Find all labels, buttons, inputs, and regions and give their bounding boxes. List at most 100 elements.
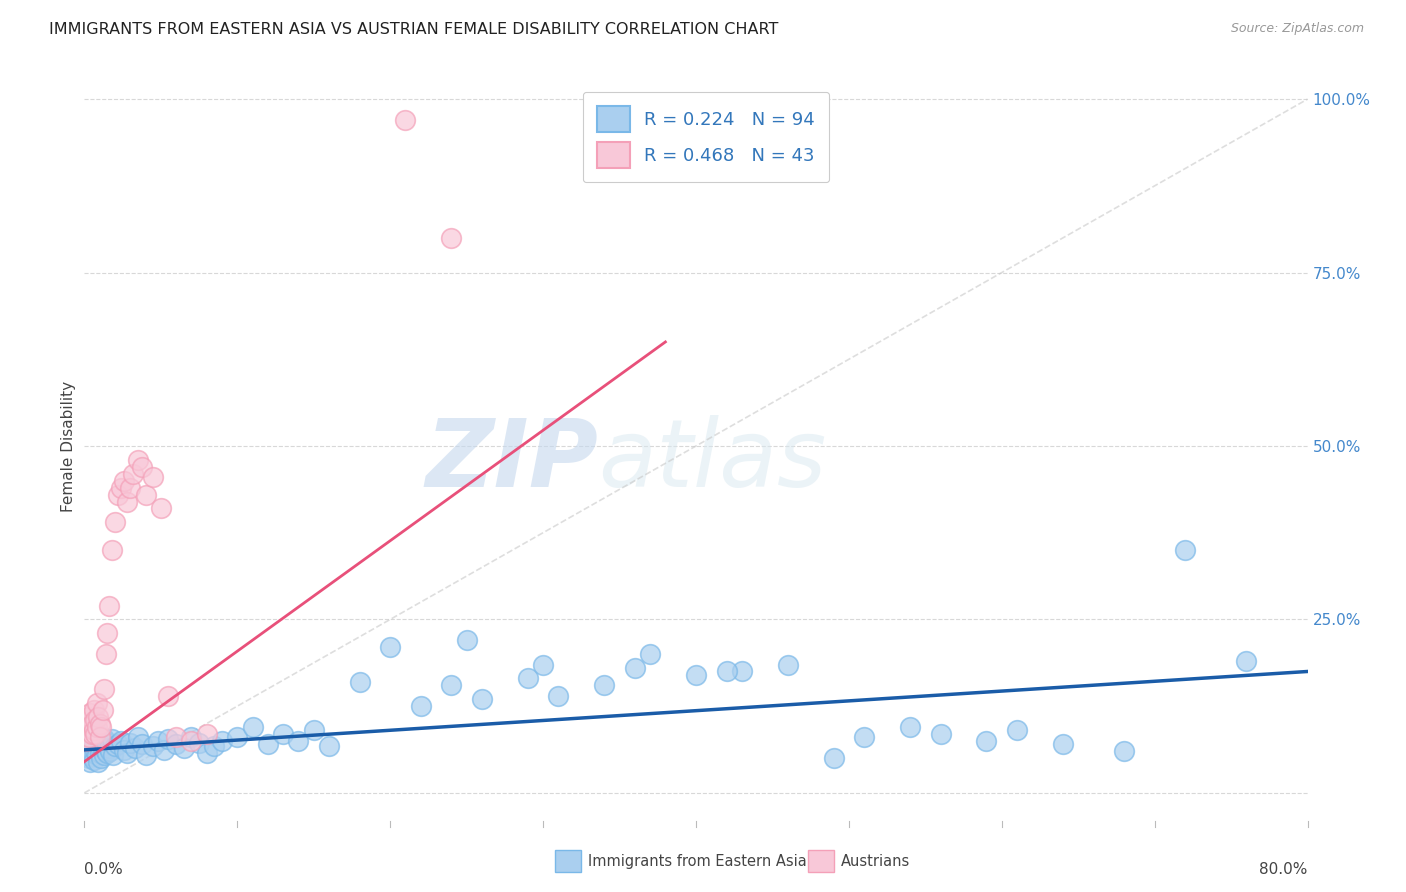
Point [83, 729, 105, 743]
Text: 0.0%: 0.0% [84, 862, 124, 877]
Point [195, 746, 218, 760]
Text: Austrians: Austrians [841, 855, 910, 869]
Point [624, 661, 647, 675]
Point [112, 743, 135, 757]
Point [1052, 737, 1074, 751]
Point [104, 739, 127, 753]
Point [86, 696, 108, 710]
Text: ZIP: ZIP [425, 415, 598, 507]
Point [287, 734, 309, 748]
Text: IMMIGRANTS FROM EASTERN ASIA VS AUSTRIAN FEMALE DISABILITY CORRELATION CHART: IMMIGRANTS FROM EASTERN ASIA VS AUSTRIAN… [49, 22, 779, 37]
Point [107, 487, 129, 501]
Point [440, 231, 463, 245]
Point [242, 720, 264, 734]
Point [76, 734, 98, 748]
Point [593, 678, 616, 692]
Point [107, 737, 129, 751]
Point [131, 737, 153, 751]
Point [318, 739, 340, 753]
Point [1174, 543, 1197, 558]
Point [380, 640, 402, 655]
Point [77, 731, 100, 745]
Point [823, 751, 845, 765]
Point [394, 112, 416, 127]
Point [83, 753, 105, 767]
Point [173, 740, 195, 755]
Point [94, 744, 117, 758]
Point [115, 746, 138, 760]
Point [853, 731, 876, 745]
Point [77, 740, 100, 755]
Point [96, 746, 118, 760]
Point [94, 734, 117, 748]
Point [89, 729, 111, 743]
Point [112, 474, 135, 488]
Point [80, 749, 103, 764]
Point [79, 737, 101, 751]
Point [89, 739, 111, 753]
Point [202, 739, 225, 753]
Point [180, 731, 202, 745]
Point [93, 681, 115, 696]
Point [127, 453, 149, 467]
Point [91, 731, 114, 745]
Point [115, 494, 138, 508]
Text: Source: ZipAtlas.com: Source: ZipAtlas.com [1230, 22, 1364, 36]
Point [638, 647, 661, 661]
Point [93, 737, 115, 751]
Point [83, 703, 105, 717]
Point [94, 647, 117, 661]
Point [716, 665, 738, 679]
Point [409, 699, 432, 714]
Point [149, 501, 172, 516]
Text: atlas: atlas [598, 416, 827, 507]
Legend: R = 0.224   N = 94, R = 0.468   N = 43: R = 0.224 N = 94, R = 0.468 N = 43 [582, 92, 830, 183]
Point [91, 740, 114, 755]
Point [87, 737, 110, 751]
Point [93, 747, 115, 762]
Point [471, 692, 494, 706]
Point [122, 467, 145, 481]
Point [77, 709, 100, 723]
Point [80, 727, 103, 741]
Point [685, 668, 707, 682]
Point [101, 731, 124, 746]
Point [89, 731, 111, 745]
Point [135, 747, 157, 762]
Point [135, 487, 157, 501]
Point [776, 657, 799, 672]
Point [731, 665, 754, 679]
Point [96, 736, 118, 750]
Point [84, 744, 107, 758]
Point [76, 744, 98, 758]
Point [124, 740, 146, 755]
Point [157, 731, 180, 746]
Point [110, 734, 132, 748]
Point [142, 739, 165, 753]
Point [90, 735, 112, 749]
Point [84, 734, 107, 748]
Point [211, 734, 233, 748]
Text: Immigrants from Eastern Asia: Immigrants from Eastern Asia [588, 855, 807, 869]
Point [83, 723, 105, 738]
Point [79, 706, 101, 720]
Point [547, 689, 569, 703]
Point [898, 720, 921, 734]
Point [271, 727, 294, 741]
Point [120, 481, 142, 495]
Point [98, 744, 121, 758]
Point [89, 746, 111, 760]
Point [104, 516, 127, 530]
Point [86, 731, 108, 745]
Point [79, 746, 101, 760]
Point [165, 731, 187, 745]
Point [89, 716, 111, 731]
Point [87, 755, 110, 769]
Point [75, 734, 97, 748]
Point [120, 736, 142, 750]
Point [75, 747, 97, 762]
Point [456, 633, 478, 648]
Point [1236, 654, 1258, 668]
Point [516, 672, 538, 686]
Point [103, 747, 125, 762]
